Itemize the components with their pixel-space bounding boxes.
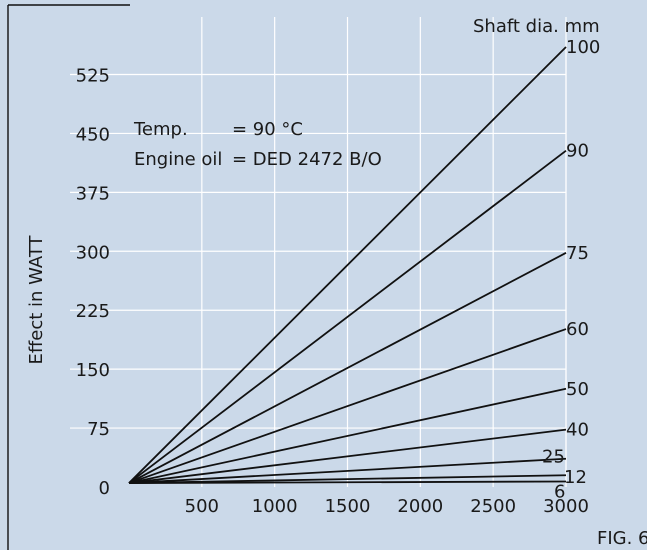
temp-label: Temp. (133, 119, 188, 140)
x-tick-label: 500 (185, 496, 219, 517)
y-axis-label: Effect in WATT (26, 234, 47, 364)
y-tick-label: 300 (76, 242, 110, 263)
temp-value: = 90 °C (232, 119, 303, 140)
series-label-75: 75 (566, 243, 589, 264)
x-tick-label: 2500 (470, 496, 516, 517)
oil-value: = DED 2472 B/O (232, 149, 382, 170)
y-tick-label: 225 (76, 301, 110, 322)
x-tick-label: 3000 (543, 496, 589, 517)
axis-layer (7, 4, 130, 550)
x-tick-label: 1000 (252, 496, 298, 517)
y-tick-label: 0 (99, 478, 110, 499)
series-label-40: 40 (566, 420, 589, 441)
series-line-90 (128, 149, 567, 484)
series-line-12 (128, 474, 567, 484)
y-tick-label: 450 (76, 124, 110, 145)
series-label-25: 25 (542, 447, 565, 468)
grid-layer (70, 17, 567, 487)
y-tick-label: 75 (87, 419, 110, 440)
y-tick-label: 150 (76, 360, 110, 381)
series-label-60: 60 (566, 319, 589, 340)
series-line-25 (128, 457, 567, 484)
y-tick-label: 375 (76, 183, 110, 204)
x-tick-label: 1500 (325, 496, 371, 517)
series-line-40 (128, 428, 567, 484)
tick-layer: 0 75 150 225 300 375 450 525 500 1000 1500 2000 2500… (76, 66, 589, 518)
x-tick-label: 2000 (397, 496, 443, 517)
figure-label: FIG. 6 (597, 528, 647, 549)
y-tick-label: 525 (76, 66, 110, 87)
series-line-6 (128, 480, 567, 484)
series-line-60 (128, 328, 567, 484)
series-label-12: 12 (564, 467, 587, 488)
series-line-50 (128, 387, 567, 484)
series-label-100: 100 (566, 37, 600, 58)
series-label-6: 6 (554, 482, 565, 503)
oil-label: Engine oil (134, 149, 222, 170)
series-line-75 (128, 252, 567, 484)
series-label-50: 50 (566, 379, 589, 400)
series-line-100 (128, 46, 567, 484)
series-layer (128, 46, 567, 484)
legend-title: Shaft dia. mm (473, 16, 600, 37)
series-label-90: 90 (566, 141, 589, 162)
